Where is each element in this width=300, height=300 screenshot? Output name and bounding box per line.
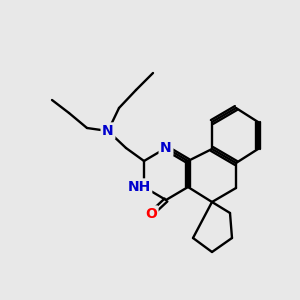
Text: NH: NH (128, 180, 151, 194)
Text: O: O (145, 207, 157, 221)
Text: N: N (160, 141, 172, 155)
Text: N: N (102, 124, 114, 138)
